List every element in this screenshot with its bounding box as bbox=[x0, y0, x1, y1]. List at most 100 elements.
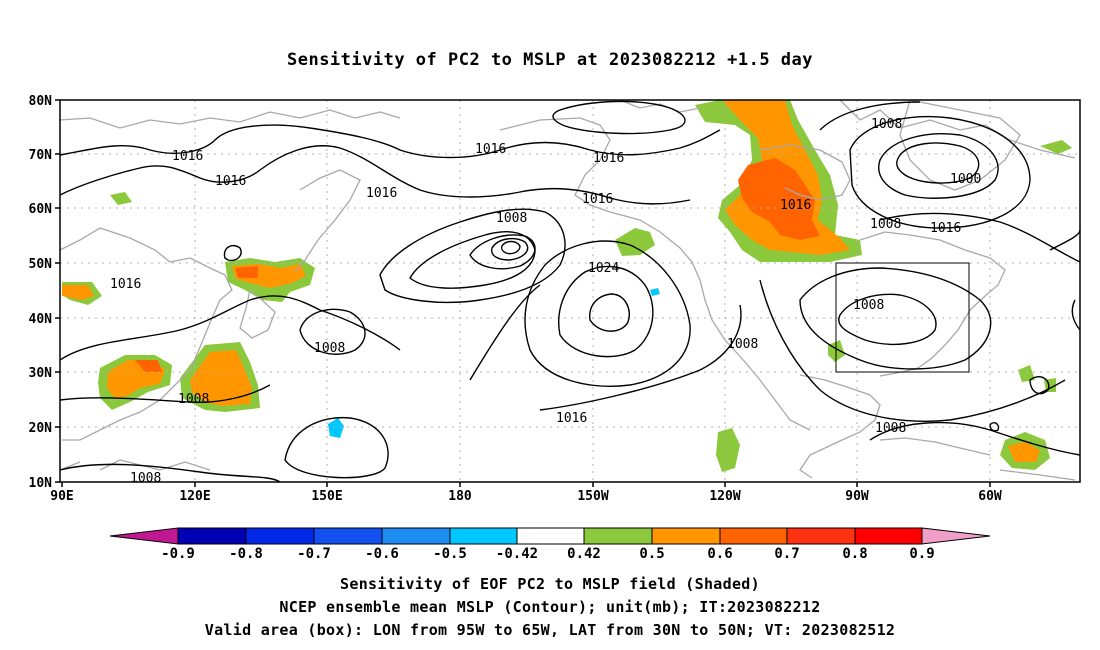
contour-line bbox=[491, 237, 529, 261]
coastline-gulf bbox=[799, 374, 881, 479]
shaded-region-taiwan-orange bbox=[190, 350, 252, 406]
shaded-region-cyan-hawaii bbox=[328, 418, 344, 438]
contour-line bbox=[469, 284, 742, 411]
contour-label: 1016 bbox=[215, 174, 246, 189]
contour-label: 1024 bbox=[588, 261, 619, 276]
coastline-hudson bbox=[759, 144, 851, 201]
contour-label: 1016 bbox=[172, 149, 203, 164]
contour-line bbox=[878, 133, 999, 199]
contour-line bbox=[59, 145, 691, 205]
contour-label: 1008 bbox=[870, 217, 901, 232]
colorbar-cell bbox=[651, 527, 721, 545]
contour-label: 1008 bbox=[496, 211, 527, 226]
contour-label: 1016 bbox=[475, 142, 506, 157]
lon-label: 180 bbox=[448, 489, 472, 504]
colorbar-label: -0.9 bbox=[161, 546, 195, 562]
contour-line bbox=[59, 124, 721, 159]
shaded-region-atlantic-orange bbox=[1008, 442, 1040, 462]
colorbar-label: 0.7 bbox=[774, 546, 799, 562]
contour-line bbox=[1071, 299, 1081, 331]
shaded-sensitivity-layer bbox=[62, 100, 1072, 472]
lat-label: 10N bbox=[29, 476, 53, 491]
lon-label: 150E bbox=[311, 489, 342, 504]
colorbar-label: 0.42 bbox=[567, 546, 601, 562]
contour-line bbox=[379, 208, 566, 304]
contour-label: 1008 bbox=[178, 392, 209, 407]
contour-line bbox=[989, 422, 1000, 432]
lat-label: 50N bbox=[29, 257, 53, 272]
contour-line bbox=[59, 384, 271, 404]
contour-line bbox=[838, 293, 937, 345]
colorbar-label: -0.42 bbox=[496, 546, 538, 562]
contour-label-group: 1016 1016 1016 1016 1016 1008 1008 1000 … bbox=[110, 117, 981, 486]
lon-label: 90W bbox=[845, 489, 869, 504]
shaded-region-china-dark bbox=[135, 360, 162, 372]
contour-label: 1016 bbox=[780, 198, 811, 213]
coastline-north-america-east bbox=[859, 231, 1006, 377]
contour-label: 1016 bbox=[930, 221, 961, 236]
contour-line bbox=[409, 231, 536, 289]
colorbar-cell bbox=[516, 527, 585, 545]
colorbar-cell bbox=[719, 527, 788, 545]
colorbar-cell bbox=[381, 527, 451, 545]
graticule bbox=[60, 100, 1080, 482]
colorbar-arrow-low bbox=[109, 527, 179, 545]
caption-shaded: Sensitivity of EOF PC2 to MSLP field (Sh… bbox=[340, 575, 760, 593]
contour-line bbox=[896, 142, 980, 184]
lon-label: 120W bbox=[709, 489, 740, 504]
colorbar bbox=[109, 527, 991, 545]
contour-line bbox=[589, 293, 630, 332]
shaded-region-green-dot-2 bbox=[110, 192, 132, 205]
lat-label: 30N bbox=[29, 366, 53, 381]
lon-label: 60W bbox=[978, 489, 1002, 504]
contour-label: 1008 bbox=[853, 298, 884, 313]
colorbar-cell bbox=[313, 527, 383, 545]
contour-line bbox=[299, 308, 366, 355]
colorbar-label: -0.5 bbox=[433, 546, 467, 562]
contour-line bbox=[223, 244, 242, 262]
mslp-contours bbox=[59, 100, 1081, 483]
shaded-region-japan-dark bbox=[235, 266, 258, 278]
colorbar-cell bbox=[854, 527, 923, 545]
map-title: Sensitivity of PC2 to MSLP at 2023082212… bbox=[286, 50, 813, 70]
lat-label: 20N bbox=[29, 421, 53, 436]
coastline-alaska bbox=[499, 117, 811, 431]
contour-line bbox=[59, 295, 401, 361]
axis-ticks bbox=[55, 99, 991, 487]
shaded-region-canada-dark bbox=[738, 158, 820, 240]
contour-label: 1000 bbox=[950, 172, 981, 187]
caption-valid-area: Valid area (box): LON from 95W to 65W, L… bbox=[204, 621, 896, 639]
contour-label: 1008 bbox=[130, 471, 161, 486]
coastline-japan bbox=[239, 288, 276, 339]
contour-label: 1008 bbox=[871, 117, 902, 132]
coastline-asia bbox=[59, 109, 401, 441]
contour-label: 1008 bbox=[314, 341, 345, 356]
lat-labels: 80N 70N 60N 50N 40N 30N 20N 10N bbox=[29, 94, 53, 491]
contour-label: 1016 bbox=[593, 151, 624, 166]
colorbar-label: -0.7 bbox=[297, 546, 331, 562]
lat-label: 60N bbox=[29, 202, 53, 217]
colorbar-label: 0.8 bbox=[842, 546, 867, 562]
contour-label: 1016 bbox=[110, 277, 141, 292]
contour-label: 1008 bbox=[727, 337, 758, 352]
contour-line bbox=[799, 267, 992, 370]
contour-line bbox=[759, 279, 1066, 422]
colorbar-label: 0.9 bbox=[909, 546, 934, 562]
coastline-kamchatka bbox=[294, 169, 361, 273]
colorbar-labels: -0.9 -0.8 -0.7 -0.6 -0.5 -0.42 0.42 0.5 … bbox=[161, 546, 935, 562]
lon-label: 90E bbox=[50, 489, 73, 504]
coastline-caribbean bbox=[879, 437, 1076, 481]
lat-label: 70N bbox=[29, 148, 53, 163]
colorbar-label: -0.8 bbox=[229, 546, 263, 562]
colorbar-cell bbox=[449, 527, 518, 545]
shaded-region-mexico-green bbox=[716, 428, 740, 472]
colorbar-label: 0.5 bbox=[639, 546, 664, 562]
coastline-layer bbox=[59, 99, 1076, 481]
lon-label: 150W bbox=[577, 489, 608, 504]
colorbar-cell bbox=[245, 527, 315, 545]
shaded-region-alaska-green bbox=[615, 228, 655, 256]
contour-line bbox=[500, 240, 521, 255]
contour-line bbox=[552, 100, 686, 135]
lat-label: 80N bbox=[29, 94, 53, 109]
caption-contour: NCEP ensemble mean MSLP (Contour); unit(… bbox=[279, 598, 821, 616]
